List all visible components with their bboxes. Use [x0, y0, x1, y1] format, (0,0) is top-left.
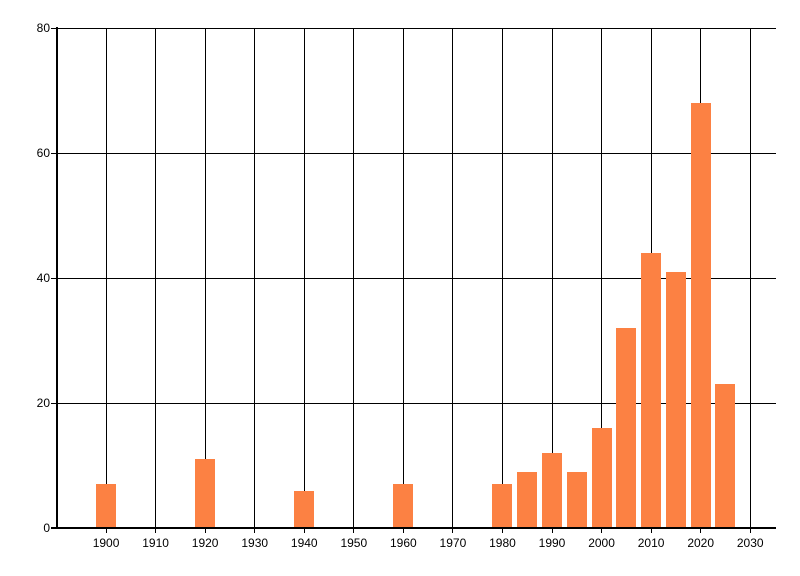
x-tick-label-1970: 1970	[439, 536, 467, 550]
bar-1960	[393, 484, 414, 527]
bar-1980	[492, 484, 513, 527]
h-gridline-20	[50, 402, 776, 404]
x-tick-label-1910: 1910	[142, 536, 169, 550]
h-gridline-80	[50, 27, 776, 29]
y-tick-label-40: 40	[36, 270, 50, 285]
bar-1920	[195, 459, 216, 527]
bar-2015	[665, 271, 686, 527]
bar-1940	[294, 490, 315, 527]
y-tick-label-20: 20	[36, 395, 50, 410]
v-gridline-1970	[452, 28, 454, 533]
y-tick-label-80: 80	[36, 20, 50, 35]
x-tick-label-2020: 2020	[687, 536, 715, 550]
x-tick-label-1940: 1940	[290, 536, 318, 550]
bar-2005	[616, 328, 637, 527]
bar-1900	[96, 484, 117, 527]
x-axis-line	[50, 527, 776, 529]
y-tick-label-0: 0	[43, 520, 50, 535]
x-tick-label-1990: 1990	[538, 536, 566, 550]
x-tick-label-1950: 1950	[340, 536, 368, 550]
bar-1990	[542, 453, 563, 527]
y-axis-line	[55, 27, 58, 529]
x-tick-label-2000: 2000	[588, 536, 615, 550]
v-gridline-1950	[353, 28, 355, 533]
v-gridline-1990	[551, 28, 553, 533]
v-gridline-1920	[204, 28, 206, 533]
x-tick-label-1900: 1900	[92, 536, 120, 550]
x-tick-label-1980: 1980	[489, 536, 516, 550]
h-gridline-40	[50, 277, 776, 279]
bar-2025	[715, 384, 736, 527]
bar-2000	[591, 428, 612, 527]
v-gridline-1900	[105, 28, 107, 533]
x-tick-label-1960: 1960	[390, 536, 417, 550]
v-gridline-2030	[749, 28, 751, 533]
bar-2010	[641, 253, 662, 527]
bar-1995	[566, 471, 587, 527]
v-gridline-1980	[501, 28, 503, 533]
x-tick-label-1920: 1920	[191, 536, 219, 550]
h-gridline-60	[50, 152, 776, 154]
v-gridline-2000	[601, 28, 603, 533]
v-gridline-1940	[303, 28, 305, 533]
x-tick-label-2030: 2030	[736, 536, 764, 550]
x-tick-label-1930: 1930	[241, 536, 269, 550]
y-tick-label-60: 60	[36, 145, 50, 160]
bar-1985	[517, 471, 538, 527]
v-gridline-1910	[155, 28, 157, 533]
v-gridline-1960	[402, 28, 404, 533]
bar-2020	[690, 103, 711, 527]
v-gridline-1930	[254, 28, 256, 533]
x-tick-label-2010: 2010	[637, 536, 665, 550]
